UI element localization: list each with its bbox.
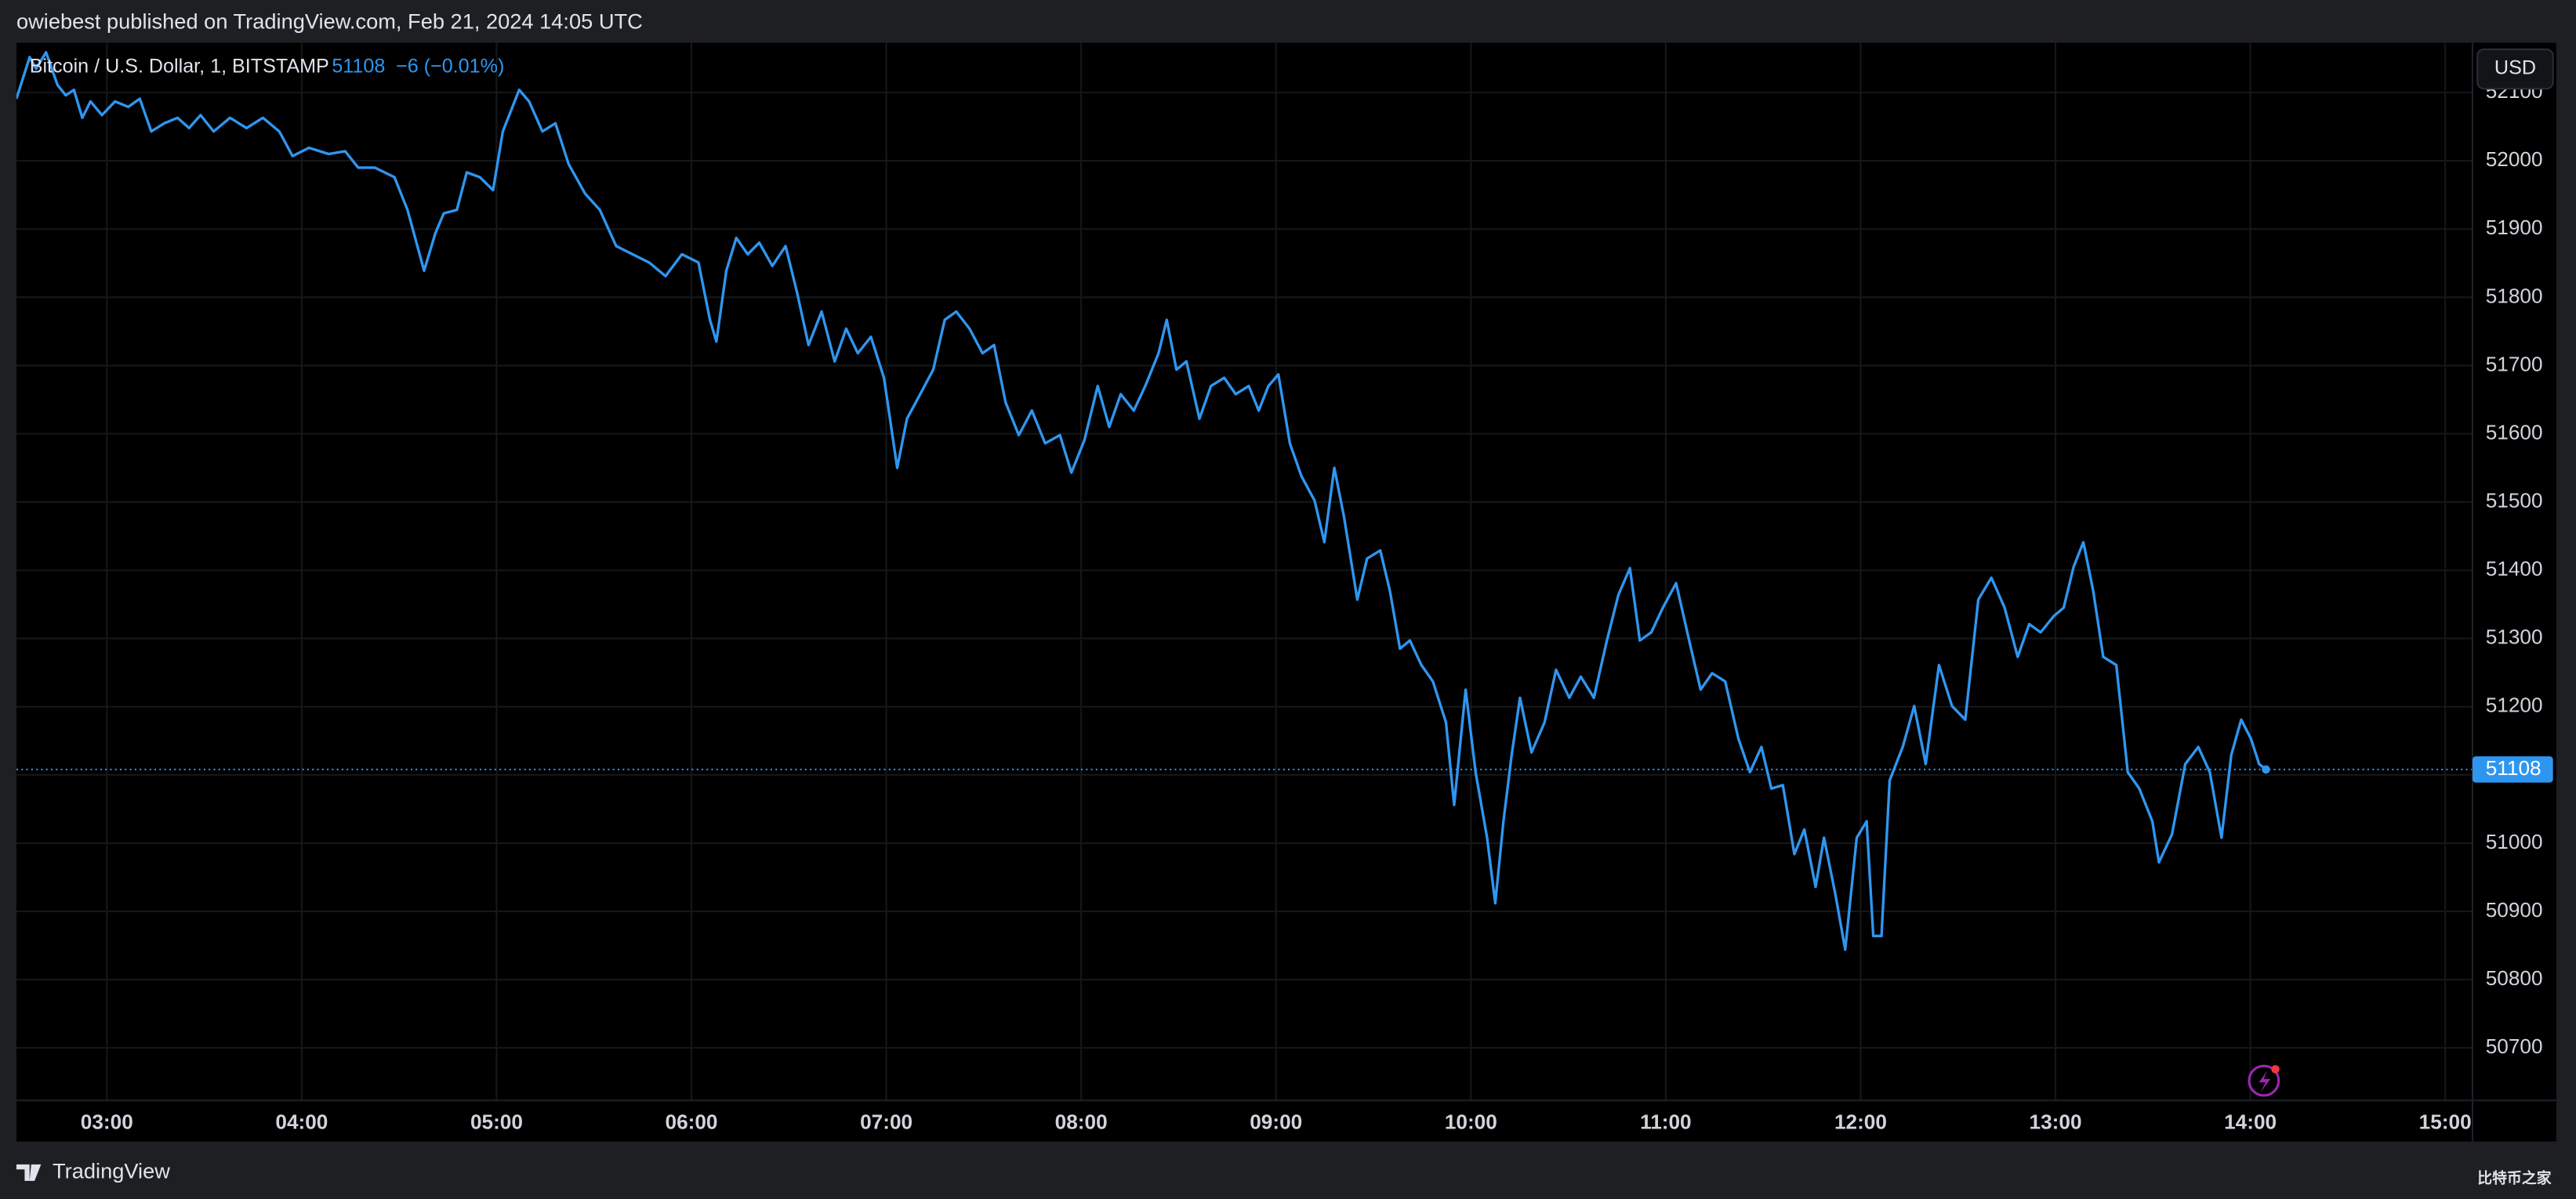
y-tick-label: 50700 — [2486, 1034, 2543, 1058]
x-tick-label: 03:00 — [81, 1110, 133, 1133]
x-tick-label: 14:00 — [2224, 1110, 2277, 1133]
alert-icon[interactable] — [2248, 1064, 2280, 1097]
chart-pane — [16, 42, 2556, 1142]
x-tick-label: 04:00 — [275, 1110, 328, 1133]
x-tick-label: 15:00 — [2419, 1110, 2472, 1133]
tv-logo — [16, 1164, 42, 1181]
watermark: 比特币之家 — [2477, 1169, 2551, 1186]
symbol: Bitcoin / U.S. Dollar, 1, BITSTAMP — [30, 56, 329, 78]
price-line — [16, 51, 2267, 951]
alert-dot — [2271, 1065, 2280, 1074]
header-change: −6 (−0.01%) — [396, 56, 504, 78]
y-tick-label: 50800 — [2486, 966, 2543, 990]
price-tag-label: 51108 — [2486, 756, 2542, 780]
y-tick-label: 51700 — [2486, 352, 2543, 375]
x-tick-label: 10:00 — [1445, 1110, 1497, 1133]
x-tick-label: 09:00 — [1250, 1110, 1302, 1133]
x-tick-label: 11:00 — [1640, 1110, 1692, 1133]
y-tick-label: 51400 — [2486, 557, 2543, 581]
currency-button[interactable] — [2476, 48, 2554, 90]
y-tick-label: 51000 — [2486, 830, 2543, 853]
plot — [16, 51, 2473, 951]
last-point — [2262, 765, 2270, 774]
y-tick-label: 51600 — [2486, 420, 2543, 444]
overlay: 5070050800509005100051100512005130051400… — [16, 42, 2556, 1142]
x-tick-label: 05:00 — [470, 1110, 523, 1133]
x-tick-label: 07:00 — [860, 1110, 912, 1133]
x-tick-label: 13:00 — [2030, 1110, 2082, 1133]
y-tick-label: 51800 — [2486, 284, 2543, 307]
y-tick-label: 51300 — [2486, 625, 2543, 649]
brand: TradingView — [53, 1159, 170, 1183]
y-tick-label: 50900 — [2486, 898, 2543, 922]
y-tick-label: 51900 — [2486, 216, 2543, 239]
alert-bolt — [2259, 1070, 2271, 1092]
y-tick-label: 51500 — [2486, 488, 2543, 512]
y-tick-label: 52000 — [2486, 147, 2543, 171]
x-tick-label: 06:00 — [666, 1110, 718, 1133]
y-tick-label: 51200 — [2486, 694, 2543, 717]
x-tick-label: 08:00 — [1055, 1110, 1108, 1133]
price-tag — [2472, 756, 2553, 783]
x-tick-label: 12:00 — [1834, 1110, 1887, 1133]
header-price: 51108 — [332, 56, 385, 78]
grid — [16, 42, 2473, 1101]
publisher: owiebest published on TradingView.com, F… — [16, 9, 643, 34]
currency-label: USD — [2494, 57, 2536, 79]
